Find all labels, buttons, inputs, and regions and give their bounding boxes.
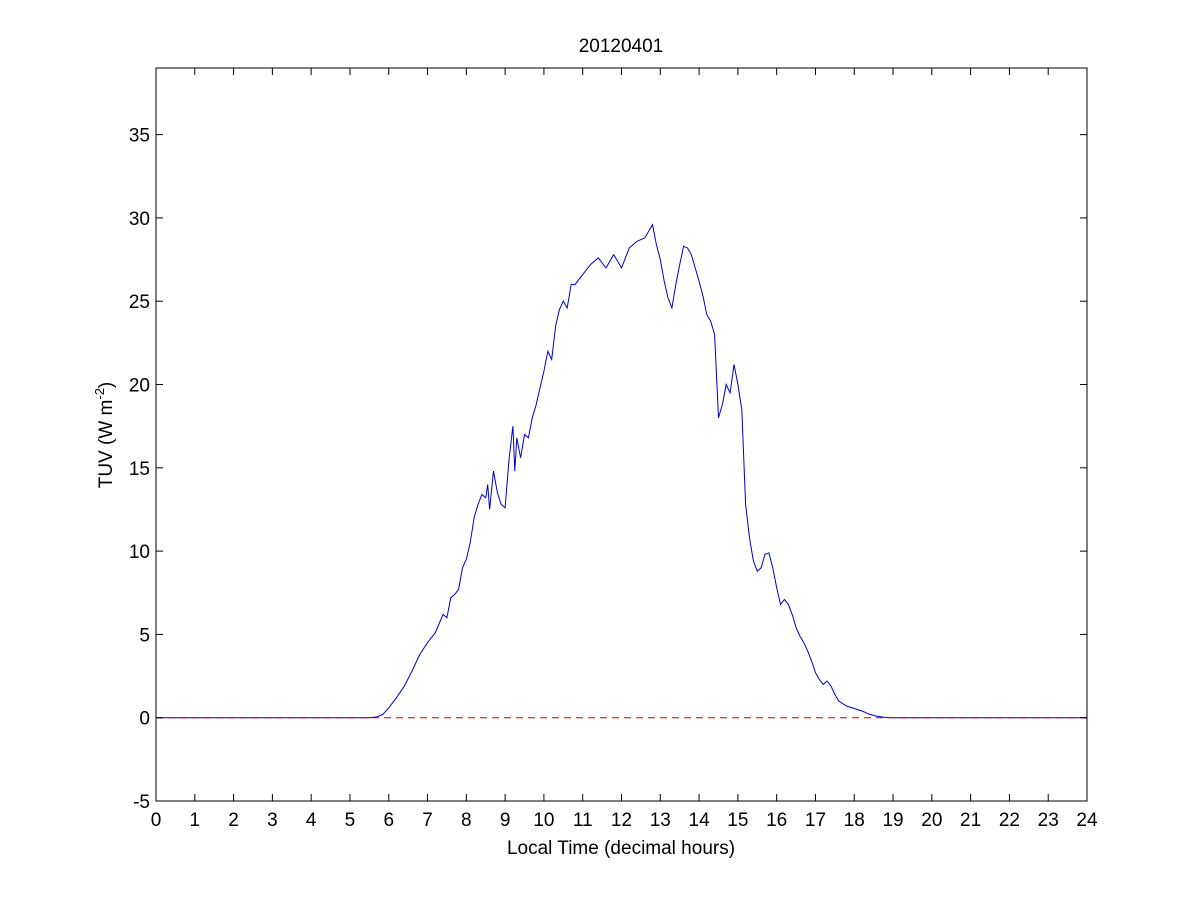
tuv-series-line	[156, 223, 1087, 719]
x-tick-label: 22	[999, 810, 1020, 831]
x-axis-label: Local Time (decimal hours)	[507, 838, 735, 859]
x-tick-label: 9	[500, 810, 511, 831]
x-tick-label: 3	[267, 810, 278, 831]
x-tick-label: 2	[228, 810, 239, 831]
x-tick-label: 21	[960, 810, 981, 831]
axis-ticks: 0 1 2 3 4 5 6 7 8 9 10 11 12 13 14 15 16 17 18 19 20 21 22 23 24…	[129, 68, 1098, 831]
x-tick-label: 10	[533, 810, 554, 831]
x-tick-label: 18	[844, 810, 865, 831]
x-tick-label: 24	[1076, 810, 1098, 831]
y-axis-label-close: )	[96, 382, 117, 388]
x-tick-label: 4	[306, 810, 317, 831]
y-tick-label: 30	[129, 209, 150, 230]
x-tick-label: 8	[461, 810, 472, 831]
y-axis-label-main: TUV (W m	[96, 400, 117, 489]
y-tick-label: 0	[139, 709, 150, 730]
y-tick-label: 20	[129, 376, 150, 397]
y-tick-label: 35	[129, 126, 150, 147]
x-tick-label: 20	[921, 810, 942, 831]
axes-frame	[155, 67, 1088, 802]
y-tick-label: 5	[139, 625, 150, 646]
y-tick-label: 10	[129, 542, 150, 563]
x-tick-label: 14	[689, 810, 711, 831]
chart-title: 20120401	[579, 36, 664, 57]
x-tick-label: 6	[383, 810, 394, 831]
x-tick-label: 11	[573, 810, 593, 831]
y-tick-label: -5	[133, 792, 150, 813]
y-tick-label: 15	[129, 459, 150, 480]
x-tick-label: 7	[422, 810, 433, 831]
y-axis-label: TUV (W m-2)	[92, 382, 117, 489]
x-tick-label: 19	[882, 810, 903, 831]
x-tick-label: 23	[1038, 810, 1059, 831]
x-tick-label: 15	[727, 810, 748, 831]
x-tick-label: 5	[345, 810, 356, 831]
x-tick-label: 0	[151, 810, 162, 831]
y-axis-label-sup: -2	[92, 388, 107, 400]
x-tick-label: 16	[766, 810, 787, 831]
x-tick-label: 17	[805, 810, 826, 831]
x-tick-label: 12	[611, 810, 632, 831]
y-tick-label: 25	[129, 292, 150, 313]
x-tick-label: 1	[190, 810, 201, 831]
plot-area	[156, 223, 1087, 719]
x-tick-label: 13	[650, 810, 671, 831]
